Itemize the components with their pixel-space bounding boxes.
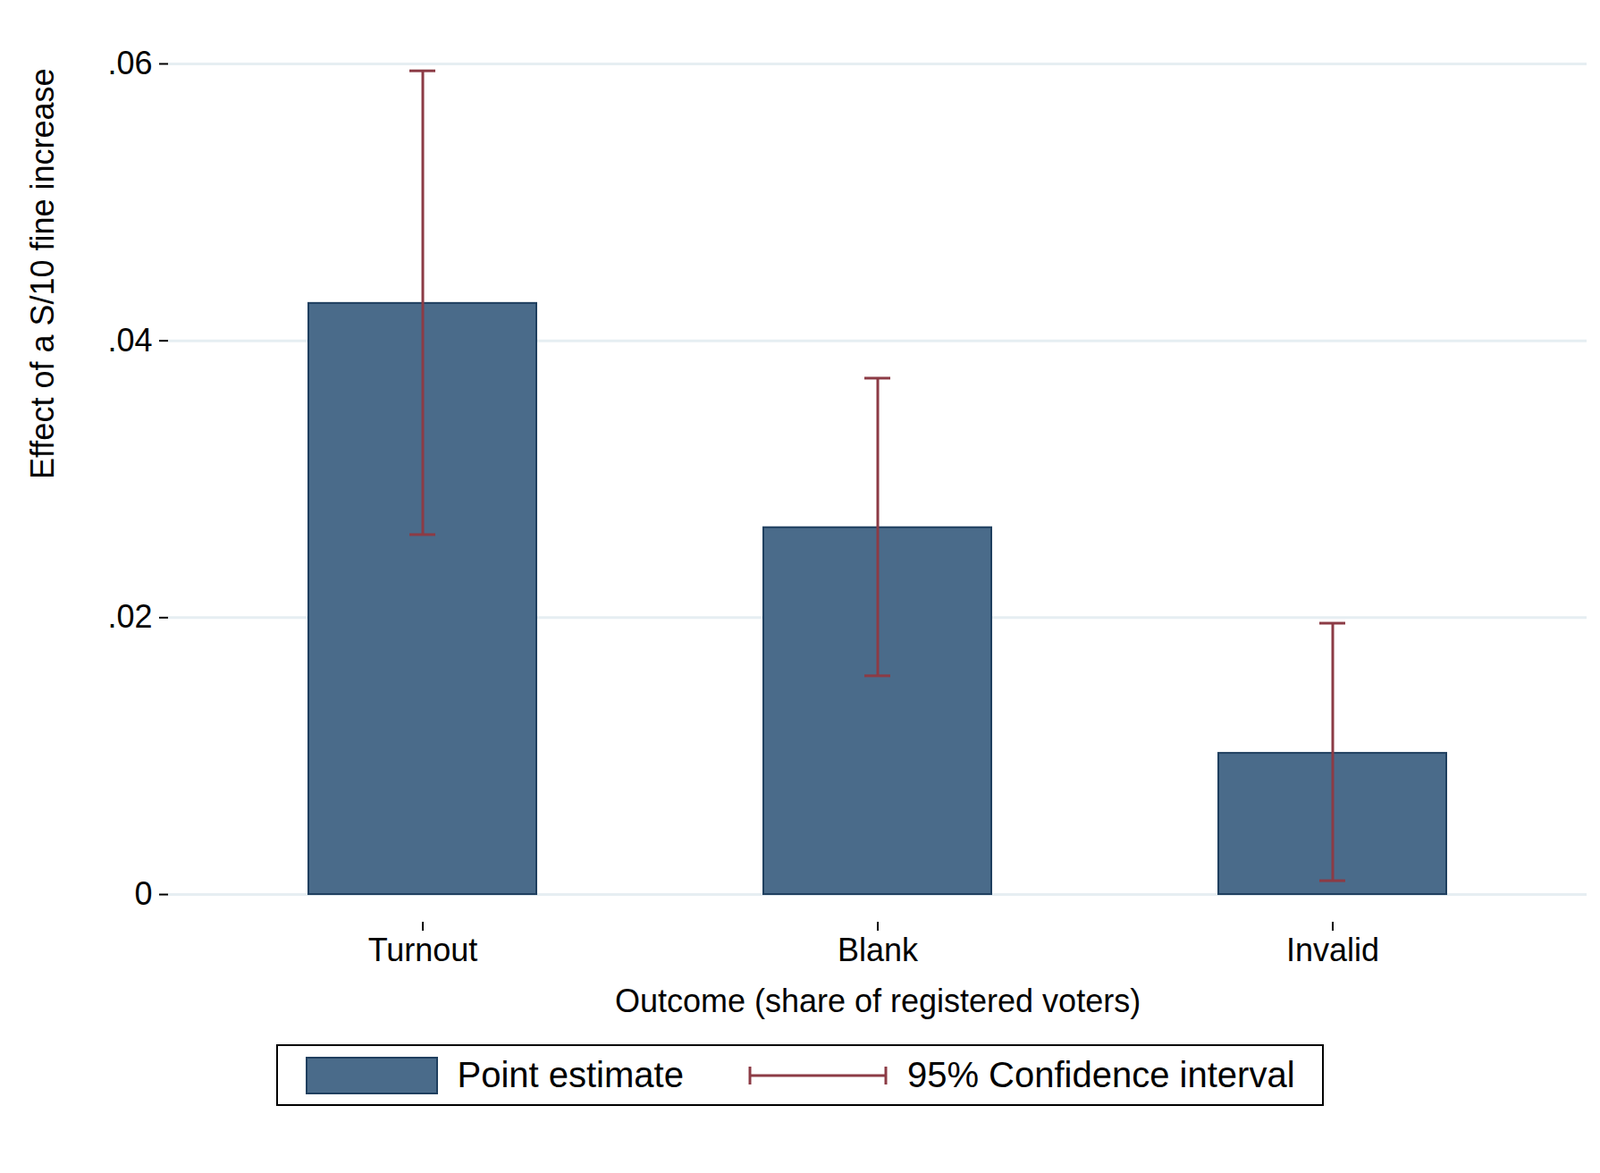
svg-text:Effect of a S/10 fine increase: Effect of a S/10 fine increase xyxy=(24,67,61,480)
svg-text:0: 0 xyxy=(134,875,152,912)
html-text:Point estimate: Point estimate xyxy=(457,1054,684,1095)
svg-text:Turnout: Turnout xyxy=(368,931,479,969)
svg-text:.02: .02 xyxy=(107,597,152,635)
svg-text:Invalid: Invalid xyxy=(1286,931,1380,969)
html-text:95% Confidence interval: 95% Confidence interval xyxy=(907,1054,1295,1095)
svg-text:.06: .06 xyxy=(107,44,152,82)
svg-text:Outcome (share of registered v: Outcome (share of registered voters) xyxy=(614,982,1141,1019)
svg-text:Blank: Blank xyxy=(837,931,919,969)
svg-text:.04: .04 xyxy=(107,321,152,359)
